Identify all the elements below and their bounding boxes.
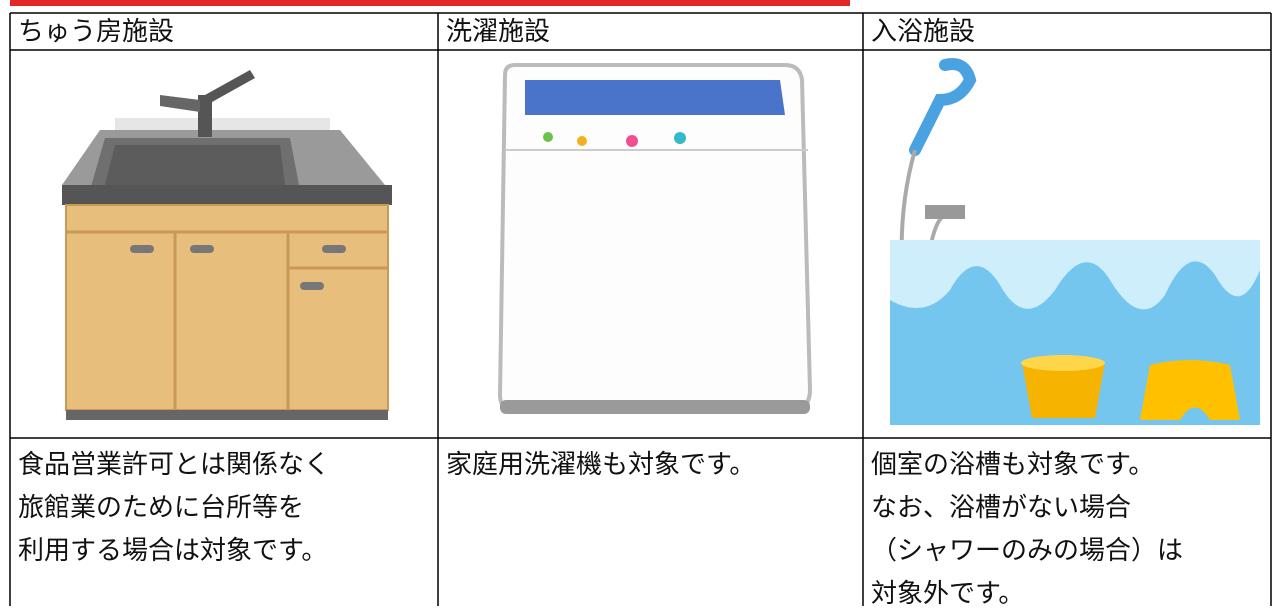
table-grid — [9, 12, 1272, 606]
description-cell: 個室の浴槽も対象です。 なお、浴槽がない場合 （シャワーのみの場合）は 対象外です。 — [863, 444, 1183, 616]
description-line: 利用する場合は対象です。 — [18, 536, 328, 566]
description-line: 食品営業許可とは関係なく — [18, 450, 331, 480]
column-header: ちゅう房施設 — [18, 17, 175, 47]
bath-illustration — [890, 58, 1260, 425]
description-line: 家庭用洗濯機も対象です。 — [446, 450, 756, 480]
cropped-heading — [10, 0, 850, 6]
washer-illustration — [497, 63, 813, 414]
description-line: なお、浴槽がない場合 — [871, 493, 1132, 523]
description-line: 対象外です。 — [871, 579, 1025, 609]
description-cell: 家庭用洗濯機も対象です。 — [438, 444, 755, 487]
description-cell: 食品営業許可とは関係なく 旅館業のために台所等を 利用する場合は対象です。 — [10, 444, 330, 573]
column-header: 入浴施設 — [871, 17, 976, 47]
description-line: 個室の浴槽も対象です。 — [871, 450, 1155, 480]
description-line: （シャワーのみの場合）は — [871, 536, 1184, 566]
column-header: 洗濯施設 — [446, 17, 551, 47]
sink-illustration — [62, 70, 392, 420]
description-line: 旅館業のために台所等を — [18, 493, 305, 523]
